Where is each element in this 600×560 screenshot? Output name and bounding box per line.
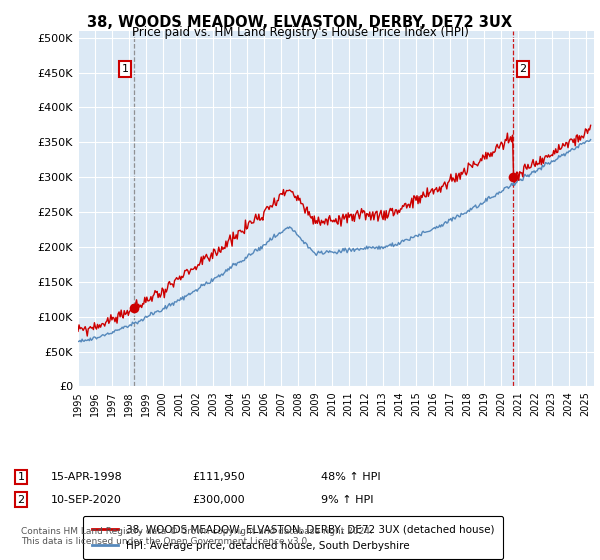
Text: 48% ↑ HPI: 48% ↑ HPI [321, 472, 380, 482]
Text: £111,950: £111,950 [192, 472, 245, 482]
Text: 2: 2 [17, 494, 25, 505]
Text: Contains HM Land Registry data © Crown copyright and database right 2024.
This d: Contains HM Land Registry data © Crown c… [21, 526, 373, 546]
Text: 2: 2 [520, 64, 527, 74]
Text: £300,000: £300,000 [192, 494, 245, 505]
Text: 1: 1 [122, 64, 129, 74]
Text: 15-APR-1998: 15-APR-1998 [51, 472, 123, 482]
Text: 38, WOODS MEADOW, ELVASTON, DERBY, DE72 3UX: 38, WOODS MEADOW, ELVASTON, DERBY, DE72 … [88, 15, 512, 30]
Text: 10-SEP-2020: 10-SEP-2020 [51, 494, 122, 505]
Text: Price paid vs. HM Land Registry's House Price Index (HPI): Price paid vs. HM Land Registry's House … [131, 26, 469, 39]
Text: 1: 1 [17, 472, 25, 482]
Legend: 38, WOODS MEADOW, ELVASTON, DERBY, DE72 3UX (detached house), HPI: Average price: 38, WOODS MEADOW, ELVASTON, DERBY, DE72 … [83, 516, 503, 559]
Text: 9% ↑ HPI: 9% ↑ HPI [321, 494, 373, 505]
